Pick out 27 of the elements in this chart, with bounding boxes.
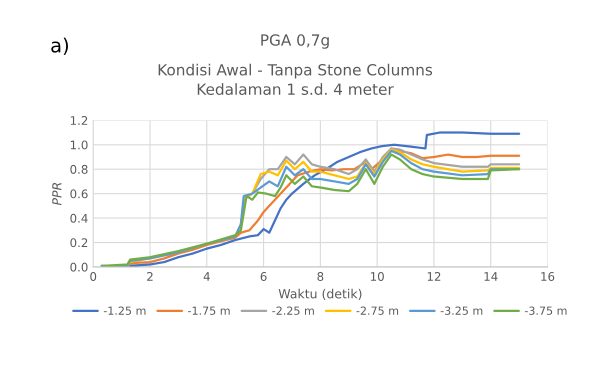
y-tick-label: 0.8 — [70, 164, 88, 174]
legend-label: -1.25 m — [104, 306, 146, 315]
y-tick-label: 0.0 — [70, 262, 88, 272]
chart-title: PGA 0,7g — [261, 34, 329, 49]
legend-label: -2.75 m — [356, 306, 398, 315]
y-tick-label: 0.6 — [70, 189, 88, 198]
x-tick-label: 8 — [317, 272, 324, 281]
x-tick-label: 0 — [90, 272, 96, 281]
x-tick-label: 14 — [484, 272, 498, 281]
x-tick-label: 2 — [147, 272, 153, 281]
y-tick-label: 0.4 — [70, 214, 88, 223]
y-axis-title: PPR — [52, 182, 62, 206]
x-tick-label: 12 — [428, 272, 440, 281]
y-tick-label: 1.2 — [70, 116, 88, 125]
legend-label: -3.75 m — [524, 306, 567, 315]
y-tick-label: 0.2 — [70, 238, 88, 248]
x-tick-label: 10 — [370, 272, 384, 281]
x-axis-title: Waktu (detik) — [278, 288, 362, 300]
x-tick-label: 4 — [204, 272, 210, 281]
y-tick-label: 1.0 — [70, 140, 88, 150]
chart-subtitle: Kondisi Awal - Tanpa Stone Columns Kedalaman 1 s.d. 4 meter — [158, 64, 432, 95]
legend-label: -2.25 m — [272, 306, 314, 315]
x-tick-label: 16 — [541, 272, 554, 281]
text: a) — [51, 38, 68, 55]
legend-label: -1.75 m — [188, 306, 230, 315]
x-tick-label: 6 — [260, 272, 267, 281]
legend-label: -3.25 m — [440, 306, 482, 315]
